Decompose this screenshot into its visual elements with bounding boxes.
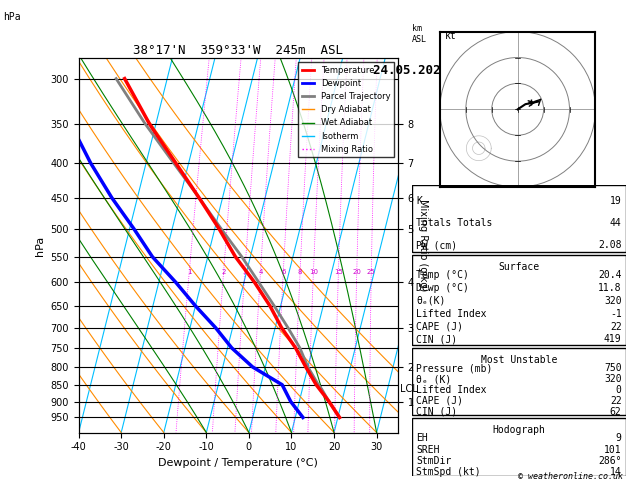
Bar <box>412 418 626 476</box>
Title: 38°17'N  359°33'W  245m  ASL: 38°17'N 359°33'W 245m ASL <box>133 44 343 57</box>
Text: CIN (J): CIN (J) <box>416 407 457 417</box>
Text: Hodograph: Hodograph <box>493 425 545 435</box>
Text: θₑ(K): θₑ(K) <box>416 296 446 306</box>
Legend: Temperature, Dewpoint, Parcel Trajectory, Dry Adiabat, Wet Adiabat, Isotherm, Mi: Temperature, Dewpoint, Parcel Trajectory… <box>298 63 394 157</box>
Text: 22: 22 <box>610 322 621 331</box>
Text: EH: EH <box>416 434 428 443</box>
Text: 750: 750 <box>604 364 621 373</box>
Text: Surface: Surface <box>498 262 540 272</box>
Text: Most Unstable: Most Unstable <box>481 355 557 365</box>
Text: 20: 20 <box>352 269 361 276</box>
X-axis label: Dewpoint / Temperature (°C): Dewpoint / Temperature (°C) <box>159 458 318 468</box>
Text: Totals Totals: Totals Totals <box>416 218 493 228</box>
Text: CAPE (J): CAPE (J) <box>416 396 464 406</box>
Text: Dewp (°C): Dewp (°C) <box>416 283 469 293</box>
Text: 9: 9 <box>616 434 621 443</box>
Text: StmDir: StmDir <box>416 456 452 466</box>
Text: 15: 15 <box>334 269 343 276</box>
Text: 320: 320 <box>604 374 621 384</box>
Text: LCL: LCL <box>400 384 418 394</box>
Y-axis label: Mixing Ratio (g/kg): Mixing Ratio (g/kg) <box>418 199 428 292</box>
Text: Lifted Index: Lifted Index <box>416 309 487 319</box>
Text: 14: 14 <box>610 467 621 477</box>
Text: Pressure (mb): Pressure (mb) <box>416 364 493 373</box>
Text: 19: 19 <box>610 196 621 206</box>
Text: hPa: hPa <box>3 12 21 22</box>
Y-axis label: hPa: hPa <box>35 235 45 256</box>
Text: kt: kt <box>445 32 457 41</box>
Text: 1: 1 <box>187 269 191 276</box>
Text: Temp (°C): Temp (°C) <box>416 270 469 280</box>
Text: CAPE (J): CAPE (J) <box>416 322 464 331</box>
Bar <box>412 348 626 415</box>
Text: 101: 101 <box>604 445 621 455</box>
Text: StmSpd (kt): StmSpd (kt) <box>416 467 481 477</box>
Text: SREH: SREH <box>416 445 440 455</box>
Text: 44: 44 <box>610 218 621 228</box>
Text: 419: 419 <box>604 334 621 345</box>
Text: 20.4: 20.4 <box>598 270 621 280</box>
Text: 6: 6 <box>281 269 286 276</box>
Text: 320: 320 <box>604 296 621 306</box>
Text: θₑ (K): θₑ (K) <box>416 374 452 384</box>
Text: 22: 22 <box>610 396 621 406</box>
Text: PW (cm): PW (cm) <box>416 241 457 250</box>
Text: 286°: 286° <box>598 456 621 466</box>
Text: 11.8: 11.8 <box>598 283 621 293</box>
Text: km
ASL: km ASL <box>412 24 427 44</box>
Text: CIN (J): CIN (J) <box>416 334 457 345</box>
Text: 10: 10 <box>309 269 318 276</box>
Text: 0: 0 <box>616 385 621 395</box>
Text: -1: -1 <box>610 309 621 319</box>
Text: 8: 8 <box>298 269 303 276</box>
Text: 2.08: 2.08 <box>598 241 621 250</box>
Text: 3: 3 <box>243 269 247 276</box>
Text: 25: 25 <box>367 269 376 276</box>
Text: Lifted Index: Lifted Index <box>416 385 487 395</box>
Text: 24.05.2024  18GMT  (Base: 18): 24.05.2024 18GMT (Base: 18) <box>373 64 591 77</box>
Bar <box>412 255 626 345</box>
Text: © weatheronline.co.uk: © weatheronline.co.uk <box>518 472 623 481</box>
Text: 62: 62 <box>610 407 621 417</box>
Text: K: K <box>416 196 422 206</box>
Text: 4: 4 <box>259 269 263 276</box>
Bar <box>412 185 626 252</box>
Text: 2: 2 <box>221 269 226 276</box>
